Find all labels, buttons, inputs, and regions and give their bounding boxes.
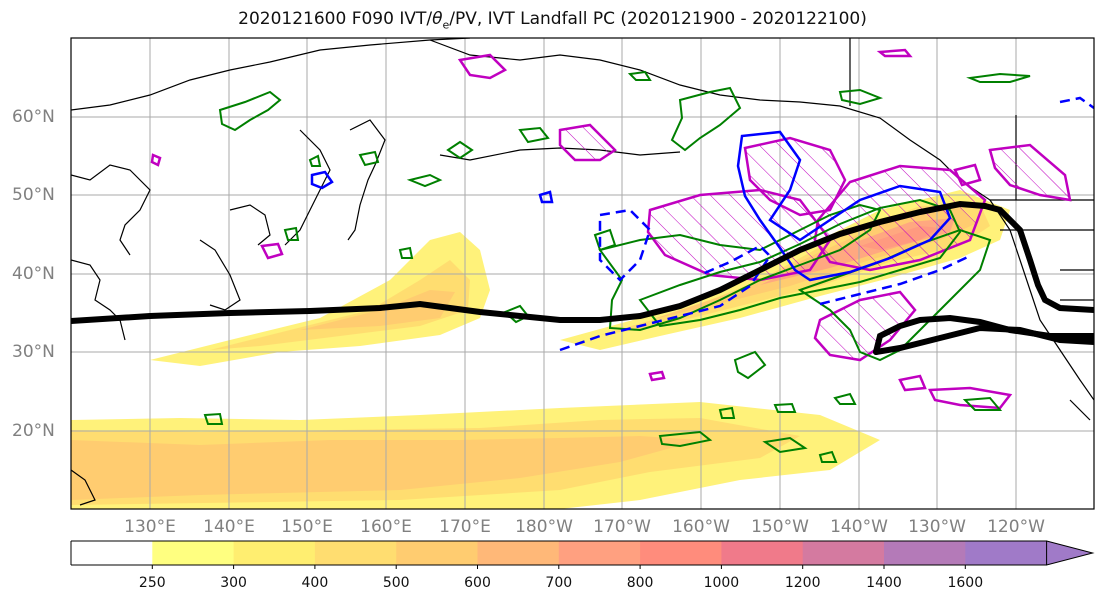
colorbar-tick-label: 250 xyxy=(138,575,166,591)
map-frame xyxy=(70,37,1095,510)
colorbar-segment xyxy=(233,541,316,565)
colorbar-segment xyxy=(314,541,397,565)
colorbar-segment xyxy=(71,541,153,565)
colorbar xyxy=(70,540,1095,569)
colorbar-tick-label: 1600 xyxy=(947,575,984,591)
lon-label: 170°E xyxy=(439,517,491,537)
colorbar-tick-label: 600 xyxy=(464,575,491,591)
lat-label: 20°N xyxy=(12,421,55,441)
colorbar-segment xyxy=(965,541,1048,565)
lon-label: 120°W xyxy=(987,517,1045,537)
colorbar-segment xyxy=(396,541,478,565)
lon-label: 140°E xyxy=(203,517,255,537)
figure-title: 2020121600 F090 IVT/θe/PV, IVT Landfall … xyxy=(238,9,867,32)
colorbar-tick-label: 300 xyxy=(220,575,247,591)
colorbar-tick-label: 1000 xyxy=(703,575,740,591)
colorbar-tick-label: 700 xyxy=(545,575,573,591)
colorbar-tick-label: 500 xyxy=(382,575,410,591)
pv-contours xyxy=(203,70,1031,463)
lon-label: 180°W xyxy=(515,517,573,537)
colorbar-segment xyxy=(884,541,966,565)
lat-label: 40°N xyxy=(12,264,55,284)
colorbar-segment xyxy=(721,541,804,565)
lat-label: 50°N xyxy=(12,185,55,205)
colorbar-tick-label: 400 xyxy=(301,575,329,591)
lon-label: 140°W xyxy=(830,517,888,537)
colorbar-segment xyxy=(477,541,560,565)
lon-label: 130°W xyxy=(908,517,966,537)
colorbar-extend-arrow xyxy=(1046,540,1095,566)
colorbar-tick-label: 1200 xyxy=(784,575,821,591)
lon-label: 130°E xyxy=(124,517,176,537)
colorbar-tick-label: 800 xyxy=(626,575,654,591)
colorbar-segment xyxy=(152,541,235,565)
lon-label: 150°E xyxy=(281,517,333,537)
colorbar-tick-label: 1400 xyxy=(866,575,902,591)
colorbar-segment xyxy=(558,541,641,565)
theta-e-contours xyxy=(310,96,1094,352)
colorbar-segment xyxy=(802,541,885,565)
lon-label: 150°W xyxy=(751,517,809,537)
lat-label: 60°N xyxy=(12,107,55,127)
lon-label: 170°W xyxy=(593,517,651,537)
lon-label: 160°E xyxy=(360,517,412,537)
colorbar-segment xyxy=(640,541,722,565)
jet-lines xyxy=(71,200,1094,355)
lat-label: 30°N xyxy=(12,342,55,362)
lon-label: 160°W xyxy=(672,517,730,537)
